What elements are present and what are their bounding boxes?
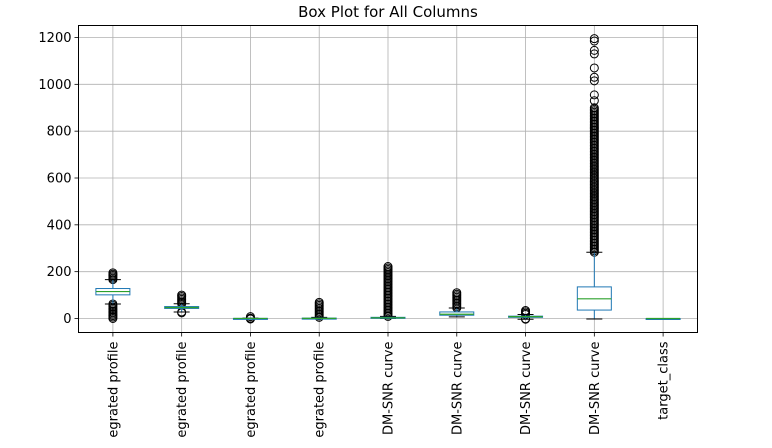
x-tick-label: DM-SNR curve — [382, 342, 397, 435]
box-7 — [508, 306, 544, 324]
outlier-marker — [589, 72, 599, 82]
box-3 — [232, 312, 268, 324]
box-5 — [370, 262, 406, 321]
outlier-marker — [589, 90, 599, 100]
box-2 — [164, 290, 200, 318]
box-4 — [301, 297, 337, 322]
x-axis: egrated profile egrated profile egrated pr… — [106, 332, 672, 438]
box-8 — [576, 34, 612, 320]
plot-frame — [78, 25, 698, 333]
x-tick-label: egrated profile — [313, 342, 328, 438]
box-1 — [95, 268, 131, 323]
outlier-marker — [589, 34, 599, 44]
y-tick-label: 1000 — [38, 78, 71, 93]
y-axis: 0 200 400 600 800 1000 1200 — [38, 31, 79, 327]
outlier-marker — [589, 45, 599, 55]
x-tick-label: DM-SNR curve — [450, 342, 465, 435]
box-series — [95, 34, 681, 324]
x-tick-label: egrated profile — [244, 342, 259, 438]
x-tick-label: DM-SNR curve — [519, 342, 534, 435]
outlier-marker — [589, 76, 599, 86]
outlier-marker — [589, 49, 599, 59]
y-tick-label: 0 — [63, 312, 71, 327]
y-tick-label: 200 — [47, 265, 72, 280]
grid-lines — [78, 25, 698, 333]
outlier-marker — [589, 96, 599, 106]
outlier-marker — [589, 63, 599, 73]
box-9 — [645, 317, 681, 320]
x-tick-label: egrated profile — [175, 342, 190, 438]
outlier-marker — [108, 314, 118, 323]
chart-title: Box Plot for All Columns — [298, 3, 478, 21]
x-tick-label: target_class — [657, 341, 672, 420]
iqr-box — [439, 311, 475, 316]
y-tick-label: 600 — [47, 172, 72, 187]
x-tick-label: DM-SNR curve — [588, 342, 603, 435]
y-tick-label: 1200 — [38, 31, 71, 46]
y-tick-label: 800 — [47, 125, 72, 140]
outlier-marker — [589, 36, 599, 46]
x-tick-label: egrated profile — [106, 342, 121, 438]
box-6 — [439, 288, 475, 318]
y-tick-label: 400 — [47, 218, 72, 233]
